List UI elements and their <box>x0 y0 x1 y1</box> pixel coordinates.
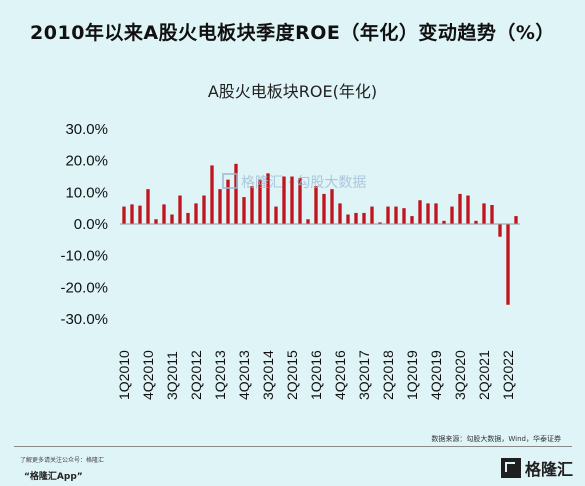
x-tick-label: 2Q2015 <box>284 350 300 400</box>
y-tick-label: 20.0% <box>65 153 108 170</box>
watermark-logo-icon <box>222 173 238 189</box>
page-title: 2010年以来A股火电板块季度ROE（年化）变动趋势（%） <box>30 22 555 44</box>
x-tick-label: 4Q2019 <box>428 350 444 400</box>
x-tick-label: 1Q2019 <box>404 350 420 400</box>
x-tick-label: 3Q2020 <box>452 350 468 400</box>
y-tick-label: 10.0% <box>65 184 108 201</box>
y-tick-label: -10.0% <box>60 248 108 265</box>
chart-title: A股火电板块ROE(年化) <box>207 82 378 101</box>
y-tick-label: -20.0% <box>60 279 108 296</box>
bar-1Q2013 <box>218 189 222 224</box>
x-tick-label: 4Q2016 <box>332 350 348 400</box>
bar-2Q2021 <box>482 203 486 224</box>
bar-1Q2019 <box>410 216 414 224</box>
x-tick-label: 2Q2018 <box>380 350 396 400</box>
bar-4Q2016 <box>338 203 342 224</box>
bar-2Q2017 <box>354 212 358 224</box>
footer-note: 了解更多请关注公众号：格隆汇 <box>20 457 105 464</box>
bar-3Q2017 <box>362 212 366 224</box>
bar-1Q2021 <box>474 220 478 224</box>
bar-3Q2021 <box>490 205 494 224</box>
x-tick-label: 1Q2016 <box>308 350 324 400</box>
bar-4Q2013 <box>242 197 246 224</box>
brand-name: 格隆汇 <box>524 460 573 479</box>
bar-3Q2019 <box>426 203 430 224</box>
footer-app-name: “格隆汇App” <box>24 472 83 482</box>
x-tick-label: 1Q2010 <box>116 350 132 400</box>
bar-1Q2018 <box>378 222 382 224</box>
source-note: 数据来源：勾股大数据，Wind，华泰证券 <box>431 435 561 443</box>
bar-1Q2015 <box>282 176 286 224</box>
bar-3Q2010 <box>138 205 142 224</box>
bar-2Q2014 <box>258 179 262 224</box>
bar-4Q2021 <box>498 224 502 237</box>
y-tick-label: -30.0% <box>60 311 108 328</box>
bar-4Q2015 <box>306 219 310 224</box>
bar-2Q2022 <box>514 216 518 224</box>
bar-4Q2011 <box>178 195 182 224</box>
bars-group <box>122 163 518 305</box>
bar-4Q2017 <box>370 206 374 224</box>
bar-3Q2012 <box>202 195 206 224</box>
bar-1Q2014 <box>250 186 254 224</box>
x-tick-label: 3Q2011 <box>164 351 180 400</box>
bar-2Q2016 <box>322 193 326 224</box>
x-tick-label: 4Q2010 <box>140 350 156 400</box>
x-tick-label: 3Q2017 <box>356 350 372 400</box>
bar-2Q2020 <box>450 206 454 224</box>
brand-logo: 格隆汇 <box>500 457 573 479</box>
watermark-text: 格隆汇 · 勾股大数据 <box>241 175 367 191</box>
bar-1Q2017 <box>346 214 350 224</box>
x-tick-label: 4Q2013 <box>236 350 252 400</box>
x-tick-label: 2Q2012 <box>188 350 204 400</box>
bar-2Q2011 <box>162 204 166 224</box>
y-axis-ticks: 30.0% 20.0% 10.0% 0.0% -10.0% -20.0% -30.0% <box>60 121 108 328</box>
x-tick-label: 1Q2022 <box>500 350 516 400</box>
x-tick-label: 3Q2014 <box>260 350 276 400</box>
bar-4Q2020 <box>466 195 470 224</box>
bar-3Q2016 <box>330 189 334 224</box>
bar-1Q2016 <box>314 186 318 224</box>
brand-mark-icon <box>500 458 521 478</box>
bar-1Q2022 <box>506 224 510 305</box>
bar-2Q2013 <box>226 179 230 224</box>
x-axis-ticks: 1Q2010 4Q2010 3Q2011 2Q2012 1Q2013 4Q2013 3Q20… <box>116 350 516 400</box>
bar-1Q2012 <box>186 212 190 224</box>
bar-2Q2018 <box>386 206 390 224</box>
bar-1Q2010 <box>122 206 126 224</box>
bar-3Q2015 <box>298 178 302 224</box>
bar-2Q2015 <box>290 176 294 224</box>
x-tick-label: 1Q2013 <box>212 350 228 400</box>
x-tick-label: 2Q2021 <box>476 350 492 400</box>
watermark: 格隆汇 · 勾股大数据 <box>222 172 366 192</box>
bar-4Q2010 <box>146 189 150 224</box>
bar-4Q2019 <box>434 203 438 224</box>
bar-2Q2010 <box>130 204 134 224</box>
bar-2Q2012 <box>194 203 198 224</box>
footer-divider <box>14 446 572 447</box>
bar-3Q2018 <box>394 206 398 224</box>
bar-1Q2011 <box>154 219 158 224</box>
bar-4Q2014 <box>274 206 278 224</box>
bar-4Q2012 <box>210 165 214 224</box>
y-tick-label: 30.0% <box>65 121 108 138</box>
bar-3Q2014 <box>266 173 270 224</box>
bar-3Q2020 <box>458 193 462 224</box>
bar-3Q2011 <box>170 214 174 224</box>
y-tick-label: 0.0% <box>74 216 108 233</box>
bar-3Q2013 <box>234 163 238 224</box>
bar-4Q2018 <box>402 208 406 224</box>
bar-1Q2020 <box>442 220 446 224</box>
bar-2Q2019 <box>418 200 422 224</box>
